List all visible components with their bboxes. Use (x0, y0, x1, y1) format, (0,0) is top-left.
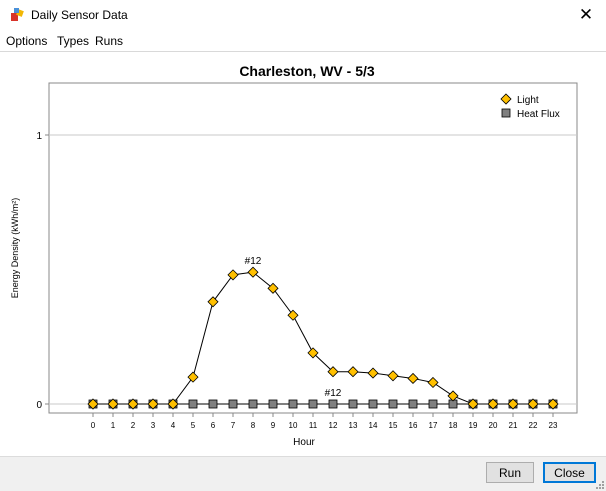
data-point-light (247, 266, 259, 278)
x-tick-label: 6 (211, 421, 216, 430)
data-point-light (287, 309, 299, 321)
app-icon (11, 8, 24, 21)
chart-panel: Charleston, WV - 5/3 0 1 2 3 4 5 6 7 8 9 10 11 12 13 1… (0, 51, 606, 457)
data-point-light (267, 282, 279, 294)
y-tick-label: 1 (36, 131, 42, 142)
x-tick-label: 23 (549, 421, 558, 430)
data-point-light (487, 398, 499, 410)
data-point-light (547, 398, 559, 410)
x-tick-label: 19 (469, 421, 478, 430)
legend-item: Heat Flux (501, 108, 560, 120)
data-point-light (367, 367, 379, 379)
data-point-heat-flux (188, 399, 198, 409)
x-tick-label: 20 (489, 421, 498, 430)
data-point-light (327, 366, 339, 378)
y-axis-label: Energy Density (kWh/m²) (10, 198, 20, 299)
resize-grip-icon[interactable] (594, 479, 604, 489)
data-point-heat-flux (288, 399, 298, 409)
x-tick-label: 9 (271, 421, 276, 430)
data-point-light (127, 398, 139, 410)
x-tick-label: 1 (111, 421, 116, 430)
legend: Light Heat Flux (500, 93, 560, 120)
data-point-heat-flux (428, 399, 438, 409)
x-tick-label: 13 (349, 421, 358, 430)
data-point-light (387, 370, 399, 382)
data-annotation: #12 (325, 388, 342, 399)
run-button[interactable]: Run (486, 462, 534, 483)
button-bar: Run Close (0, 456, 606, 491)
x-tick-label: 22 (529, 421, 538, 430)
data-point-heat-flux (248, 399, 258, 409)
data-point-light (187, 371, 199, 383)
x-tick-label: 4 (171, 421, 176, 430)
data-point-heat-flux (208, 399, 218, 409)
menu-bar: Options Types Runs (0, 32, 606, 50)
data-point-light (527, 398, 539, 410)
energy-chart: Charleston, WV - 5/3 0 1 2 3 4 5 6 7 8 9 10 11 12 13 1… (10, 63, 578, 448)
close-button[interactable]: Close (543, 462, 596, 483)
x-axis-label: Hour (293, 437, 315, 448)
x-tick-label: 12 (329, 421, 338, 430)
title-bar: Daily Sensor Data ✕ (0, 0, 606, 30)
x-tick-label: 7 (231, 421, 236, 430)
data-point-heat-flux (228, 399, 238, 409)
data-point-light (347, 366, 359, 378)
x-tick-label: 18 (449, 421, 458, 430)
x-tick-label: 17 (429, 421, 438, 430)
data-annotation: #12 (245, 256, 262, 267)
menu-options[interactable]: Options (6, 34, 48, 48)
legend-item: Light (500, 93, 539, 106)
close-window-icon[interactable]: ✕ (578, 5, 594, 24)
data-point-light (467, 398, 479, 410)
x-tick-label: 16 (409, 421, 418, 430)
x-tick-label: 5 (191, 421, 196, 430)
legend-square-icon (501, 108, 511, 118)
legend-diamond-icon (500, 93, 512, 105)
legend-label: Heat Flux (517, 109, 560, 120)
data-point-light (507, 398, 519, 410)
data-point-heat-flux (388, 399, 398, 409)
data-point-heat-flux (408, 399, 418, 409)
x-tick-label: 21 (509, 421, 518, 430)
data-point-light (407, 372, 419, 385)
data-point-heat-flux (348, 399, 358, 409)
y-tick-label: 0 (36, 400, 42, 411)
data-point-light (227, 269, 239, 281)
window-title: Daily Sensor Data (31, 8, 128, 22)
data-point-light (107, 398, 119, 410)
legend-label: Light (517, 95, 539, 106)
x-tick-label: 14 (369, 421, 378, 430)
data-point-light (87, 398, 99, 410)
x-tick-label: 10 (289, 421, 298, 430)
data-point-light (447, 390, 459, 402)
menu-runs[interactable]: Runs (95, 34, 124, 48)
data-point-light (307, 347, 319, 359)
data-point-light (427, 376, 439, 389)
data-point-light (207, 296, 219, 308)
x-tick-label: 0 (91, 421, 96, 430)
data-point-light (147, 398, 159, 410)
data-point-heat-flux (328, 399, 338, 409)
plot-area (48, 82, 578, 414)
x-tick-label: 15 (389, 421, 398, 430)
data-point-light (167, 398, 179, 410)
x-tick-label: 11 (309, 421, 318, 430)
data-point-heat-flux (308, 399, 318, 409)
data-point-heat-flux (268, 399, 278, 409)
data-point-heat-flux (368, 399, 378, 409)
menu-types[interactable]: Types (57, 34, 90, 48)
x-tick-label: 8 (251, 421, 256, 430)
x-tick-label: 3 (151, 421, 156, 430)
x-tick-label: 2 (131, 421, 136, 430)
chart-title: Charleston, WV - 5/3 (239, 63, 375, 79)
